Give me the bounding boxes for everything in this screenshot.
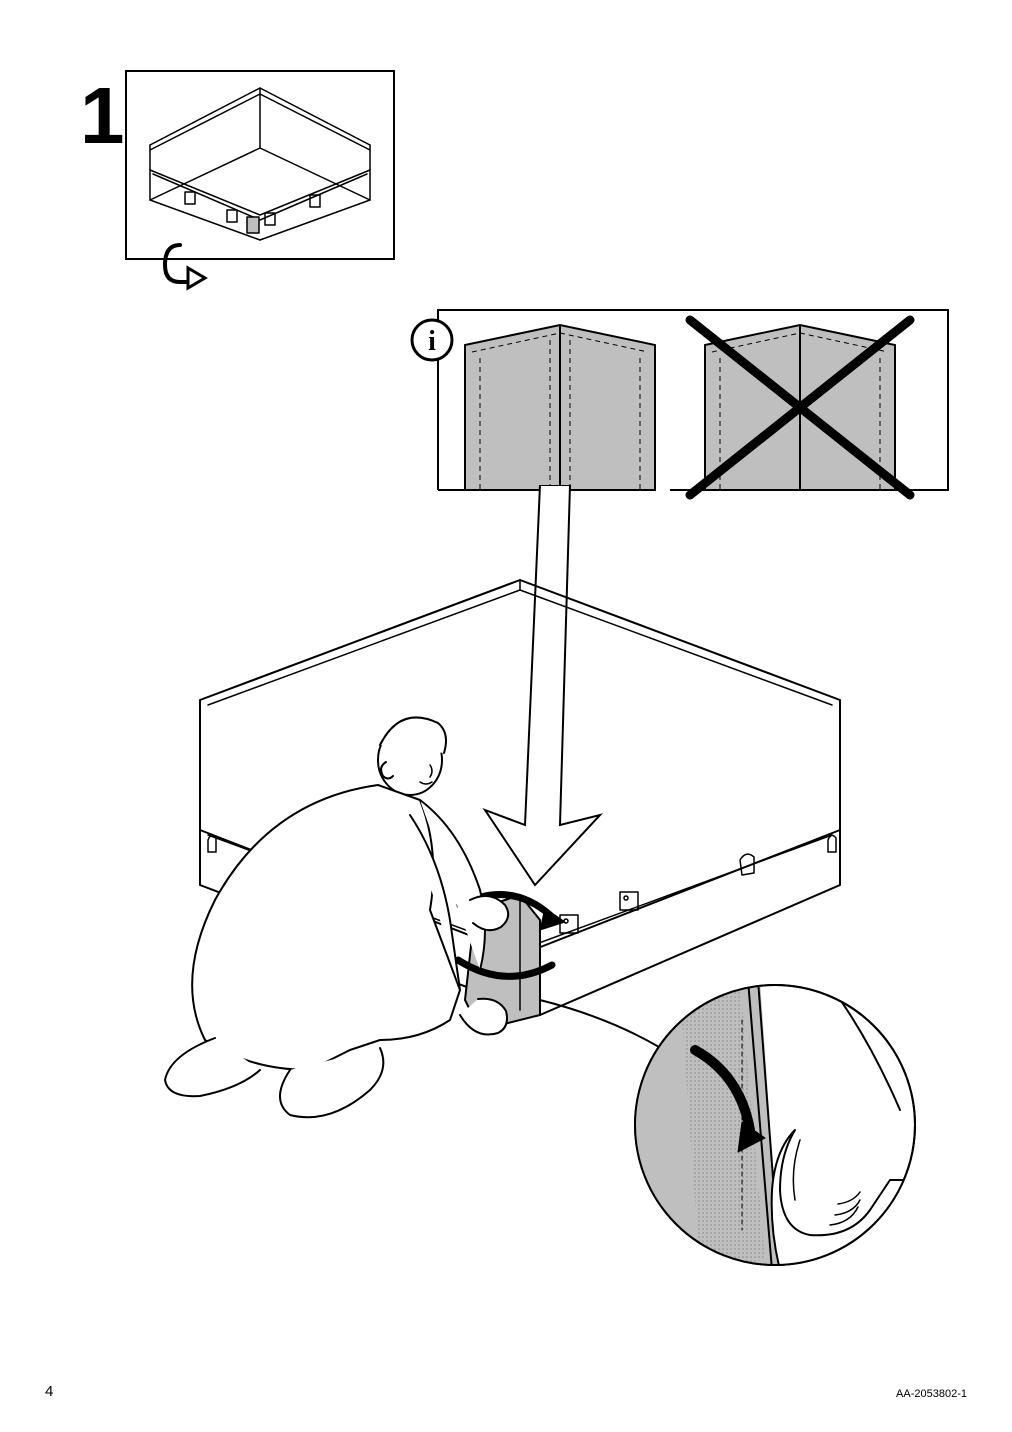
detail-inset	[630, 980, 920, 1270]
step-number: 1	[80, 70, 123, 162]
page-number: 4	[45, 1383, 53, 1400]
svg-text:i: i	[428, 326, 436, 357]
overview-frame-diagram	[125, 70, 395, 300]
instruction-page: 1	[0, 0, 1012, 1432]
document-id: AA-2053802-1	[896, 1388, 967, 1400]
